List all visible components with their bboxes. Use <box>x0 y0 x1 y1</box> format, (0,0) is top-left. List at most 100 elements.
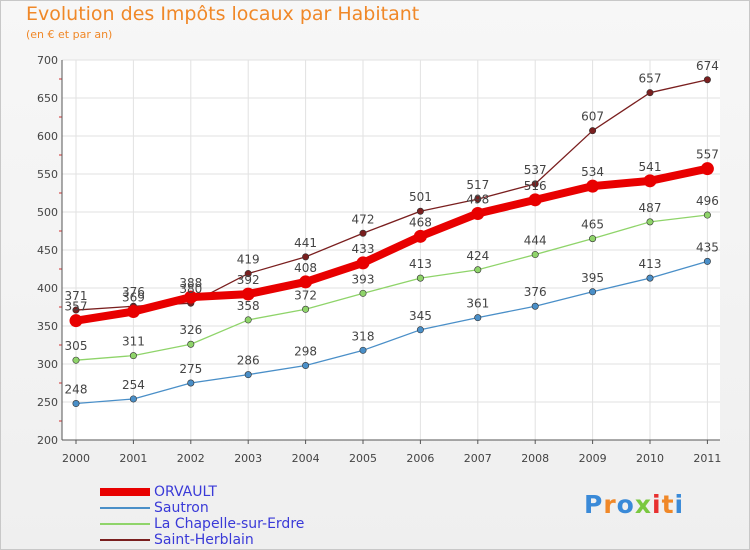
data-label-la-chapelle-sur-erdre: 326 <box>179 323 202 337</box>
data-point-saint-herblain <box>359 229 367 237</box>
legend-swatch <box>100 539 150 541</box>
data-point-saint-herblain <box>703 76 711 84</box>
data-label-saint-herblain: 674 <box>696 59 719 73</box>
y-tick-label: 450 <box>37 244 58 257</box>
logo-letter: i <box>674 490 685 519</box>
data-label-la-chapelle-sur-erdre: 496 <box>696 194 719 208</box>
data-point-orvault <box>528 193 542 207</box>
data-point-la-chapelle-sur-erdre <box>187 340 195 348</box>
data-point-orvault <box>184 290 198 304</box>
x-tick-label: 2006 <box>406 452 434 465</box>
data-point-sautron <box>589 288 597 296</box>
y-tick-label: 650 <box>37 92 58 105</box>
data-label-sautron: 318 <box>352 329 375 343</box>
data-point-saint-herblain <box>589 127 597 135</box>
data-label-sautron: 248 <box>65 383 88 397</box>
data-label-la-chapelle-sur-erdre: 424 <box>466 249 489 263</box>
y-tick-label: 350 <box>37 320 58 333</box>
data-label-saint-herblain: 657 <box>639 72 662 86</box>
data-label-sautron: 254 <box>122 378 145 392</box>
logo-letter: i <box>652 490 662 519</box>
data-point-la-chapelle-sur-erdre <box>703 211 711 219</box>
x-tick-label: 2009 <box>579 452 607 465</box>
logo-letter: o <box>616 490 635 519</box>
legend-item: Sautron <box>100 500 400 516</box>
data-point-la-chapelle-sur-erdre <box>129 352 137 360</box>
data-label-saint-herblain: 501 <box>409 190 432 204</box>
data-label-la-chapelle-sur-erdre: 305 <box>65 339 88 353</box>
proxiti-logo: Proxiti <box>584 490 684 519</box>
data-point-orvault <box>413 229 427 243</box>
legend-label: Saint-Herblain <box>154 532 254 548</box>
data-label-orvault: 516 <box>524 179 547 193</box>
legend-label: ORVAULT <box>154 484 217 500</box>
logo-letter: x <box>634 490 652 519</box>
y-tick-label: 550 <box>37 168 58 181</box>
data-label-orvault: 357 <box>65 300 88 314</box>
data-point-orvault <box>643 174 657 188</box>
data-label-saint-herblain: 371 <box>65 289 88 303</box>
data-point-sautron <box>72 400 80 408</box>
data-point-la-chapelle-sur-erdre <box>474 266 482 274</box>
data-point-saint-herblain <box>416 207 424 215</box>
data-point-orvault <box>700 162 714 176</box>
data-label-orvault: 433 <box>352 242 375 256</box>
data-point-orvault <box>356 256 370 270</box>
legend-item: ORVAULT <box>100 484 400 500</box>
data-label-orvault: 369 <box>122 291 145 305</box>
y-tick-label: 400 <box>37 282 58 295</box>
data-label-saint-herblain: 472 <box>352 212 375 226</box>
x-tick-label: 2000 <box>62 452 90 465</box>
data-point-orvault <box>471 207 485 221</box>
data-point-la-chapelle-sur-erdre <box>589 235 597 243</box>
data-point-orvault <box>69 314 83 328</box>
data-point-saint-herblain <box>244 270 252 278</box>
chart-title: Evolution des Impôts locaux par Habitant <box>26 3 420 25</box>
data-label-la-chapelle-sur-erdre: 372 <box>294 288 317 302</box>
data-label-sautron: 361 <box>466 297 489 311</box>
data-label-la-chapelle-sur-erdre: 487 <box>639 201 662 215</box>
data-point-saint-herblain <box>72 306 80 314</box>
x-tick-label: 2010 <box>636 452 664 465</box>
data-point-sautron <box>703 257 711 265</box>
data-point-orvault <box>241 287 255 301</box>
data-point-la-chapelle-sur-erdre <box>302 305 310 313</box>
legend-item: La Chapelle-sur-Erdre <box>100 516 400 532</box>
data-label-la-chapelle-sur-erdre: 444 <box>524 234 547 248</box>
data-point-sautron <box>646 274 654 282</box>
data-point-sautron <box>187 379 195 387</box>
y-tick-label: 500 <box>37 206 58 219</box>
legend-label: La Chapelle-sur-Erdre <box>154 516 305 532</box>
data-point-sautron <box>244 371 252 379</box>
data-label-saint-herblain: 380 <box>179 282 202 296</box>
data-label-la-chapelle-sur-erdre: 465 <box>581 218 604 232</box>
data-point-sautron <box>359 346 367 354</box>
data-label-orvault: 557 <box>696 148 719 162</box>
y-tick-label: 300 <box>37 358 58 371</box>
legend-label: Sautron <box>154 500 209 516</box>
x-tick-label: 2007 <box>464 452 492 465</box>
series-line-saint-herblain <box>75 79 709 311</box>
data-point-la-chapelle-sur-erdre <box>359 289 367 297</box>
x-tick-label: 2004 <box>292 452 320 465</box>
logo-letter: P <box>584 490 604 519</box>
data-point-sautron <box>416 326 424 334</box>
data-label-orvault: 408 <box>294 261 317 275</box>
data-point-orvault <box>126 305 140 319</box>
data-label-sautron: 286 <box>237 354 260 368</box>
data-label-orvault: 388 <box>179 276 202 290</box>
data-point-la-chapelle-sur-erdre <box>72 356 80 364</box>
data-label-sautron: 376 <box>524 285 547 299</box>
data-label-saint-herblain: 537 <box>524 163 547 177</box>
logo-letter: t <box>661 490 675 519</box>
legend-item: Saint-Herblain <box>100 532 400 548</box>
y-tick-label: 200 <box>37 434 58 447</box>
x-tick-label: 2001 <box>119 452 147 465</box>
data-point-la-chapelle-sur-erdre <box>531 251 539 259</box>
data-label-sautron: 275 <box>179 362 202 376</box>
y-tick-label: 600 <box>37 130 58 143</box>
legend-swatch <box>100 523 150 525</box>
x-tick-label: 2008 <box>521 452 549 465</box>
data-label-saint-herblain: 441 <box>294 236 317 250</box>
